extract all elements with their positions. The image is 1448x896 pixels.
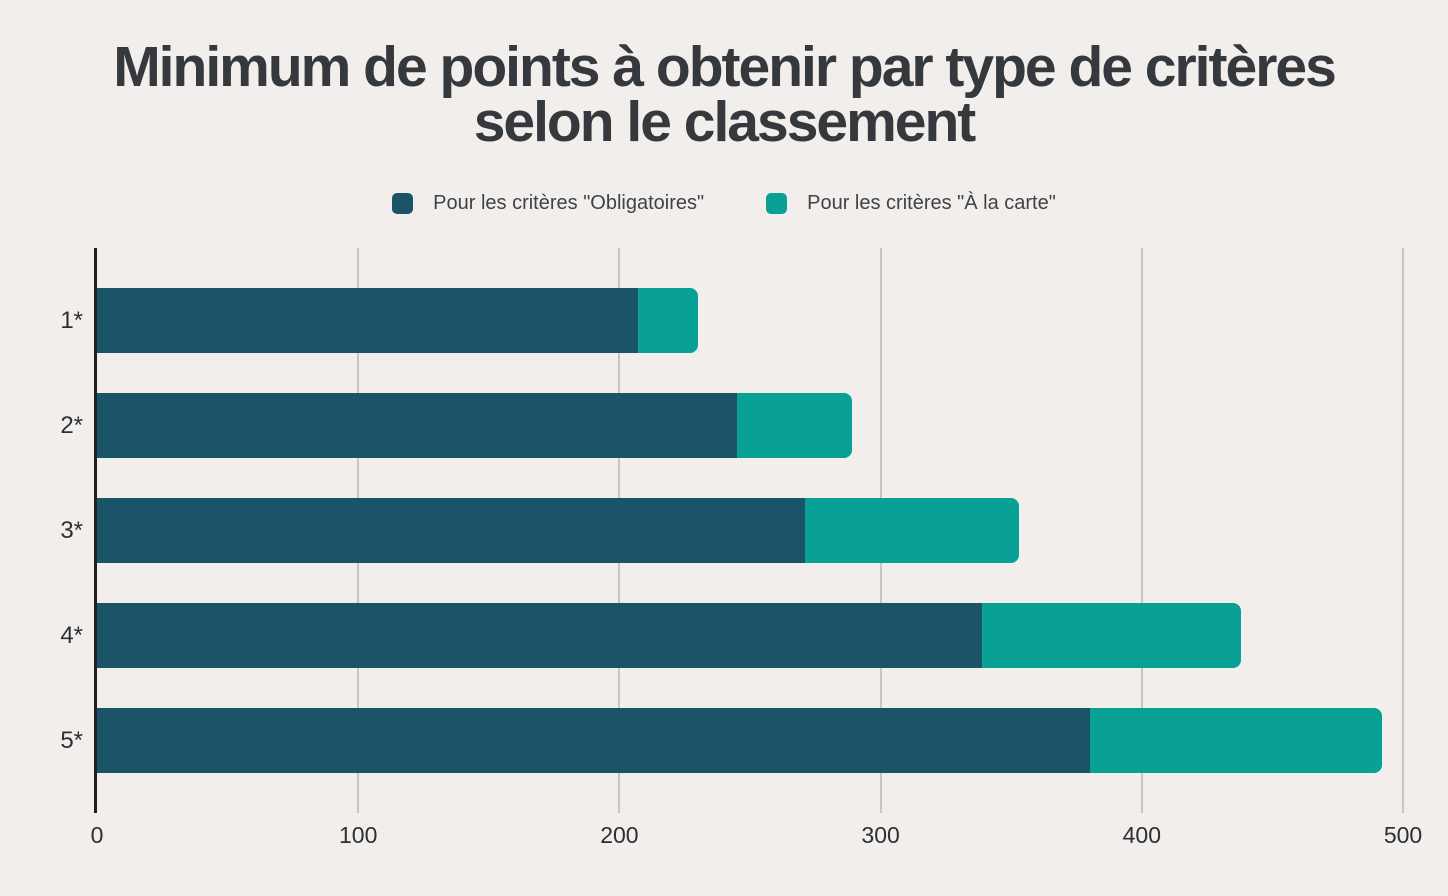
bar-segment-obligatoires: [97, 288, 638, 353]
legend-label-obligatoires: Pour les critères "Obligatoires": [433, 192, 705, 214]
bar-segment-obligatoires: [97, 393, 737, 458]
bar-row-5-star: [97, 708, 1403, 773]
x-axis-tick-label: 300: [861, 822, 900, 848]
y-axis-label: 3*: [60, 517, 83, 544]
bar-row-4-star: [97, 603, 1403, 668]
bar-row-3-star: [97, 498, 1403, 563]
y-axis-label: 2*: [60, 412, 83, 439]
bar-row-2-star: [97, 393, 1403, 458]
legend: Pour les critères "Obligatoires" Pour le…: [0, 192, 1448, 215]
bar-segment-a-la-carte: [982, 603, 1242, 668]
gridline-500: [1402, 248, 1404, 813]
legend-swatch-a-la-carte: [766, 193, 788, 214]
bar-segment-obligatoires: [97, 498, 805, 563]
legend-item-obligatoires: Pour les critères "Obligatoires": [392, 192, 704, 215]
bar-row-1-star: [97, 288, 1403, 353]
gridline-400: [1140, 248, 1143, 813]
y-axis-line: [94, 248, 97, 813]
y-axis-label: 5*: [60, 727, 83, 754]
x-axis-tick-label: 500: [1383, 822, 1423, 848]
bar-segment-obligatoires: [97, 603, 983, 668]
bar-segment-a-la-carte: [804, 498, 1020, 563]
y-axis-label: 1*: [60, 307, 83, 334]
x-axis-tick-label: 100: [339, 822, 378, 848]
legend-label-a-la-carte: Pour les critères "À la carte": [807, 192, 1056, 214]
bar-segment-a-la-carte: [736, 393, 852, 458]
x-axis-tick-label: 0: [90, 822, 104, 848]
legend-item-a-la-carte: Pour les critères "À la carte": [766, 192, 1056, 215]
x-axis-tick-label: 400: [1122, 822, 1161, 848]
y-axis-label: 4*: [60, 622, 83, 649]
x-axis-tick-label: 200: [600, 822, 639, 848]
plot-area: 0 100 200 300 400 500 1* 2* 3* 4* 5*: [60, 248, 1422, 848]
bar-segment-a-la-carte: [1089, 708, 1383, 773]
bar-segment-a-la-carte: [637, 288, 698, 353]
bar-segment-obligatoires: [97, 708, 1090, 773]
chart-title: Minimum de points à obtenir par type de …: [113, 35, 1337, 155]
legend-swatch-obligatoires: [392, 193, 414, 214]
